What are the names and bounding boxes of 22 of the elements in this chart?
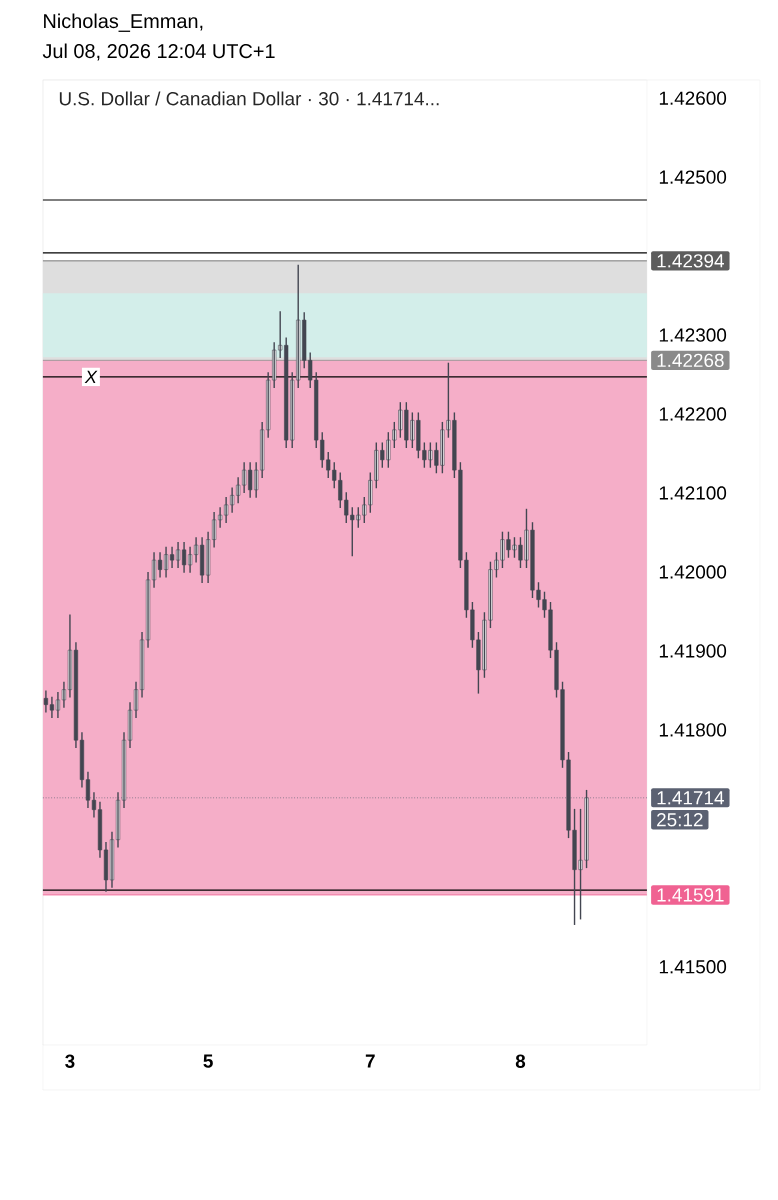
y-tick-label: 1.42100 [659,486,727,500]
ref-line-label: 1.42394 [657,254,725,268]
chart-title: U.S. Dollar / Canadian Dollar · 30 · 1.41714... [59,91,439,106]
ref-line-label: 1.41591 [657,888,724,902]
y-tick-label: 1.42200 [659,407,727,421]
y-tick-label: 1.41800 [659,723,727,737]
text: 25:12 [657,813,703,827]
y-tick-label: 1.42300 [659,328,727,342]
ref-line-label: 1.42268 [657,353,724,368]
ref-line-label: 1.41714 [657,791,725,805]
x-tick-label: 8 [515,1054,526,1068]
y-tick-label: 1.42600 [659,91,727,105]
x-tick-label: 7 [365,1054,375,1068]
y-tick-label: 1.42500 [659,170,727,184]
y-tick-label: 1.41900 [659,644,727,658]
y-tick-label: 1.42000 [659,565,727,579]
ref-line-label: X [84,370,98,384]
text: Nicholas_Emman, [44,13,203,32]
y-tick-label: 1.41500 [659,960,727,974]
x-tick-label: 5 [203,1054,213,1068]
text: Jul 08, 2026 12:04 UTC+1 [42,43,275,61]
x-tick-label: 3 [65,1054,75,1068]
